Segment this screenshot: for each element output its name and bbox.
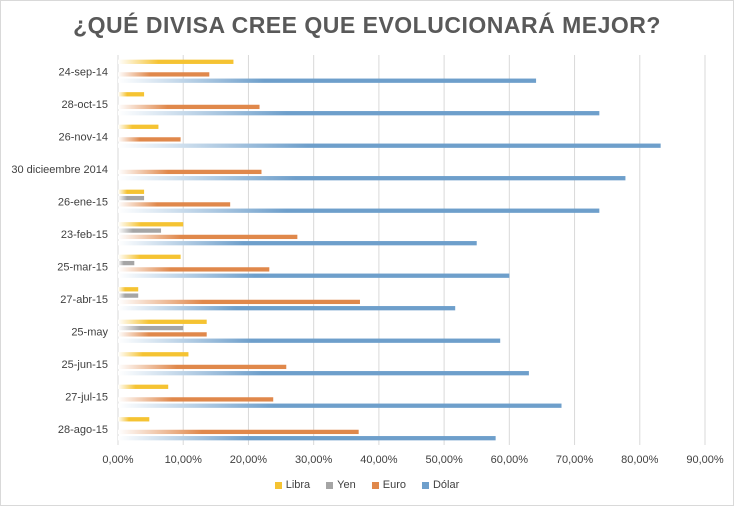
x-tick-label: 70,00% bbox=[556, 454, 594, 466]
legend-swatch bbox=[421, 481, 429, 489]
bar-euro bbox=[118, 267, 270, 272]
legend-item: Libra bbox=[274, 479, 311, 491]
x-tick-label: 90,00% bbox=[686, 454, 724, 466]
legend-label: Yen bbox=[337, 479, 356, 491]
bar-dolar bbox=[118, 338, 501, 343]
category-label: 27-jul-15 bbox=[65, 391, 108, 403]
bar-libra bbox=[118, 287, 139, 292]
category-label: 28-ago-15 bbox=[58, 424, 108, 436]
bar-euro bbox=[118, 234, 298, 240]
category-label: 25-mar-15 bbox=[57, 261, 108, 273]
x-tick-label: 40,00% bbox=[360, 454, 398, 466]
category-label: 30 dicieembre 2014 bbox=[11, 164, 108, 176]
category-label: 25-jun-15 bbox=[62, 359, 108, 371]
bar-libra bbox=[118, 189, 145, 194]
x-tick-label: 80,00% bbox=[621, 454, 659, 466]
bar-yen bbox=[118, 260, 135, 266]
bar-libra bbox=[118, 417, 150, 422]
bar-euro bbox=[118, 202, 231, 207]
x-tick-label: 20,00% bbox=[230, 454, 268, 466]
bar-yen bbox=[118, 293, 139, 298]
bar-euro bbox=[118, 137, 181, 142]
bar-dolar bbox=[118, 78, 537, 83]
legend-item: Euro bbox=[371, 479, 406, 491]
bar-dolar bbox=[118, 306, 456, 311]
category-label: 23-feb-15 bbox=[61, 229, 108, 241]
x-tick-label: 10,00% bbox=[165, 454, 203, 466]
bar-libra bbox=[118, 254, 181, 259]
legend-swatch bbox=[274, 481, 282, 489]
bar-dolar bbox=[118, 436, 496, 441]
chart-legend: Libra Yen Euro Dólar bbox=[0, 479, 734, 491]
legend-label: Dólar bbox=[432, 479, 460, 491]
bar-euro bbox=[118, 104, 260, 110]
x-tick-label: 0,00% bbox=[102, 454, 133, 466]
bar-libra bbox=[118, 319, 207, 324]
legend-item: Yen bbox=[326, 479, 356, 491]
bar-euro bbox=[118, 332, 207, 337]
category-label: 28-oct-15 bbox=[62, 99, 108, 111]
bar-euro bbox=[118, 397, 274, 402]
bar-dolar bbox=[118, 111, 600, 116]
bar-dolar bbox=[118, 273, 510, 278]
x-tick-label: 30,00% bbox=[295, 454, 333, 466]
category-label: 25-may bbox=[71, 326, 108, 338]
bar-dolar bbox=[118, 241, 477, 246]
legend-item: Dólar bbox=[421, 479, 460, 491]
bar-dolar bbox=[118, 403, 562, 408]
bar-euro bbox=[118, 429, 359, 435]
x-tick-label: 50,00% bbox=[425, 454, 463, 466]
category-label: 26-nov-14 bbox=[58, 131, 108, 143]
bar-euro bbox=[118, 169, 262, 175]
bar-yen bbox=[118, 325, 184, 331]
legend-swatch bbox=[371, 481, 379, 489]
bar-euro bbox=[118, 299, 360, 305]
legend-label: Libra bbox=[285, 479, 311, 491]
bar-libra bbox=[118, 59, 234, 64]
bar-euro bbox=[118, 72, 210, 77]
bar-dolar bbox=[118, 143, 661, 148]
bar-dolar bbox=[118, 371, 529, 376]
bar-euro bbox=[118, 364, 287, 370]
legend-label: Euro bbox=[382, 479, 406, 491]
bar-dolar bbox=[118, 176, 626, 181]
category-label: 26-ene-15 bbox=[58, 196, 108, 208]
x-tick-label: 60,00% bbox=[491, 454, 529, 466]
bar-libra bbox=[118, 124, 159, 129]
category-label: 24-sep-14 bbox=[58, 66, 108, 78]
category-label: 27-abr-15 bbox=[60, 294, 108, 306]
bar-libra bbox=[118, 222, 184, 227]
bar-libra bbox=[118, 92, 145, 97]
chart-title: ¿QUÉ DIVISA CREE QUE EVOLUCIONARÁ MEJOR? bbox=[73, 12, 661, 38]
legend-swatch bbox=[326, 481, 334, 489]
bar-libra bbox=[118, 384, 169, 389]
bar-dolar bbox=[118, 208, 600, 213]
bar-libra bbox=[118, 352, 189, 357]
bar-yen bbox=[118, 195, 145, 201]
bar-yen bbox=[118, 228, 162, 233]
